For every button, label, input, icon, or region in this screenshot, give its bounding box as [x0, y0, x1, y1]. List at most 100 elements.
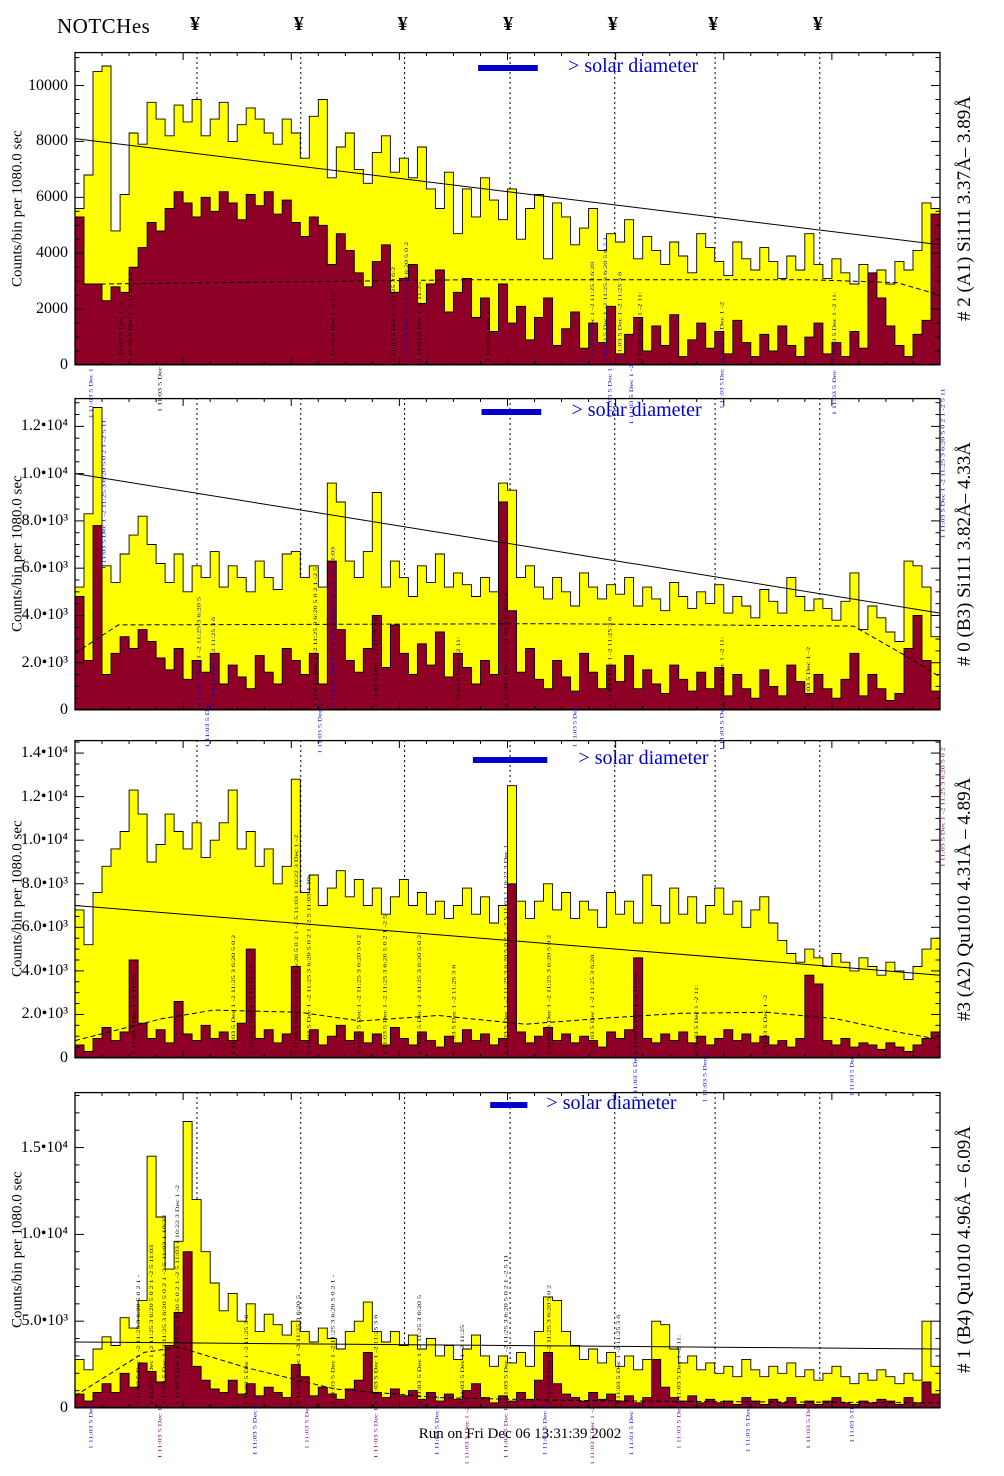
panel-A2-plot: 1 11:03 5 Dec 1 -2 11:25 1 11:03 5 Dec 1…	[74, 739, 946, 1103]
solar-diameter-legend-label: > solar diameter	[546, 1092, 677, 1114]
micro-annotation: 1 11:03 5 Dec 1 -2	[504, 1398, 510, 1458]
y-tick-label: 0	[60, 356, 68, 373]
micro-annotation: 1 11:03 5 Dec 1 -2 11:	[677, 1334, 683, 1405]
micro-annotation: 1 11:03 5 Dec 1 -2 11:25 3 6	[374, 617, 380, 707]
micro-annotation: 1 11:03 5 Dec 1 -2 11:25 3 6	[616, 1314, 622, 1404]
micro-annotation: 1 11:03 5 Dec 1 -2	[629, 364, 635, 424]
micro-annotation: 1 11:03 5 Dec 1 -2	[763, 994, 769, 1054]
micro-annotation: 1 11:03 5 Dec 1 -	[702, 1047, 708, 1102]
micro-annotation: 1 11:03 5 Dec	[720, 368, 726, 409]
micro-annotation: 1 11:03 5 Dec 1 -	[607, 363, 613, 418]
run-timestamp: Run on Fri Dec 06 13:31:39 2002	[418, 1426, 622, 1442]
solar-diameter-legend-label: > solar diameter	[571, 399, 702, 421]
y-tick-label: 1.2•10⁴	[20, 417, 68, 435]
micro-annotation: 1 11:03 5 Dec	[806, 1403, 812, 1449]
panel-channel-label: # 2 (A1) Si111 3.37Å– 3.89Å	[954, 96, 975, 322]
notch-yen-icon: ¥	[812, 13, 823, 35]
y-tick-label: 0	[60, 1399, 68, 1416]
y-tick-label: 6000	[36, 188, 68, 206]
micro-annotation: 1 11:03 5 Dec 1 -2 11:25 3 6	[607, 617, 613, 707]
micro-annotation: 1 11:03 5 Dec 1 -2 11:	[694, 984, 700, 1055]
micro-annotation: 1 11:03 5 Dec 1 -2 11:25 3 6	[248, 964, 254, 1054]
y-axis-title: Counts/bin per 1080.0 sec	[9, 1171, 26, 1329]
micro-annotation: 1 11:03 5 Dec 1 -2 11:	[638, 291, 644, 362]
micro-annotation: 1 11:03 5 Dec 1 -2 11:25 3 6:20 5	[296, 1294, 302, 1404]
notch-yen-icon: ¥	[397, 13, 408, 35]
y-tick-label: 2.0•10³	[21, 1005, 68, 1023]
panel-A1-plot: 1 11:03 5 Dec 1 -2 1 11:03 5 Dec 1 -2 11…	[74, 51, 941, 424]
micro-annotation: 1 11:03 5 Dec 1 -2 11:25 3 6:20 5 0 2 1 …	[382, 914, 388, 1054]
micro-annotation: 1 11:03 5 Dec	[832, 369, 838, 415]
y-tick-label: 0	[60, 701, 68, 718]
micro-annotation: 1 11:03 5 Dec 1 -2 11:25	[417, 282, 423, 362]
micro-annotation: 1 11:03 5 Dec 1 -	[746, 1397, 752, 1452]
micro-annotation: 1 11:03 5 Dec 1 -2 11:25 3 6	[211, 617, 217, 707]
micro-annotation: 1 11:03 5 Dec 1 -	[318, 698, 324, 753]
micro-annotation: 1 11:03 5 Dec 1 -2 11:25 3 6:20	[590, 262, 596, 362]
micro-annotation: 1 11:03 5 Dec 1 -2 11:25 3 6:20 5 0 2	[356, 934, 362, 1054]
micro-annotation: 1 11:03 5 Dec 1 -2 11:	[456, 636, 462, 707]
y-axis-title: Counts/bin per 1080.0 sec	[9, 475, 26, 633]
micro-annotation: 1 11:03 5 Dec 1 -2	[158, 1398, 164, 1458]
notch-yen-icon: ¥	[503, 13, 514, 35]
micro-annotation: 1 11:03 5 Dec 1 -2 11:	[720, 636, 726, 707]
micro-annotation: 1 11:03 5 Dec 1 -2	[119, 302, 125, 362]
micro-annotation: 1 11:03 5 Dec 1 -2 11:25 3 6:20 5 0 2 1 …	[504, 844, 510, 1054]
micro-annotation: 1 11:03 5 Dec 1 -2 11:25 3 6:20 5 0 2 1 …	[149, 1244, 155, 1404]
y-tick-label: 8.0•10³	[21, 511, 68, 529]
solar-diameter-legend-label: > solar diameter	[578, 747, 709, 769]
y-tick-label: 1.0•10⁴	[20, 1225, 68, 1243]
micro-annotation: 1 11:03 5 Dec 1 -2 11:25 3 6	[618, 272, 624, 362]
micro-annotation: 1 11:03 5 Dec 1 -2	[806, 647, 812, 707]
micro-annotation: 1 11:03 5 Dec 1 -2 11:25 3 6:20 5 0 2 1 …	[940, 388, 946, 538]
micro-annotation: 1 11:03 5 Dec 1 -	[305, 1394, 311, 1449]
micro-annotation: 1 11:03 5 D	[850, 1408, 856, 1443]
micro-annotation: 1 11:03 5 Dec 1 -2 11:25 3 6:2	[391, 267, 397, 362]
panel-channel-label: # 0 (B3) Si111 3.82Å– 4.33Å	[954, 442, 975, 666]
micro-annotation: 1 11:03 5 Dec 1 -2 11:	[331, 291, 337, 362]
micro-annotation: 1 11:03 5 Dec 1	[88, 1399, 94, 1449]
micro-annotation: 1 11:03 5 Dec 1 -2	[253, 1395, 259, 1455]
y-tick-label: 2.0•10³	[21, 653, 68, 671]
micro-annotation: 1 11:03 5 Dec 1	[88, 368, 94, 418]
solar-diameter-legend-bar	[481, 409, 542, 415]
y-tick-label: 4.0•10³	[21, 961, 68, 979]
notch-yen-icon: ¥	[293, 13, 304, 35]
micro-annotation: 1 11:03 5 Dec 1 -2 11:25 3 6:20 5 0 2	[417, 934, 423, 1054]
micro-annotation: 1 11:03 5 Dec 1 -2 11:25	[460, 1324, 466, 1404]
panel-B3-plot: 1 11:03 5 Dec 1 -2 11:25 3 6:20 5 0 2 1 …	[74, 388, 946, 754]
solar-diameter-legend-bar	[478, 65, 538, 71]
micro-annotation: 1 11:03 5 Dec	[720, 705, 726, 751]
micro-annotation: 1 11:03 5 Dec 1 -2	[486, 302, 492, 362]
notch-yen-icon: ¥	[189, 13, 200, 35]
micro-annotation: 1 11:03 5 Dec 1 -2 11:25 3 6:20 5 0 2	[547, 1284, 553, 1404]
micro-annotation: 1 11:03 5 Dec 1 -2 11:25 3 6:20 5	[417, 1294, 423, 1404]
micro-annotation: 1 11:03 5 Dec 1 -2 11:25 3 6:20 5 0 2 1	[603, 237, 609, 362]
y-tick-label: 4.0•10³	[21, 606, 68, 624]
micro-annotation: 1 11:03 5 Dec 1 -2 11:25 3 6	[452, 964, 458, 1054]
micro-annotation: 1 11:03 5 Dec	[573, 707, 579, 748]
micro-annotation: 1 11:03 5 Dec 1 -2 11:25 3 6:20 5 0 2	[940, 747, 946, 867]
micro-annotation: 1 11:03 5 Dec 1 -2	[720, 302, 726, 362]
panel-B4-plot: 1 11:03 5 Dec 1 -2 11:25 3 6:20 5 0 2 1 …	[74, 1091, 941, 1465]
micro-annotation: 1 11:03 5 Dec 1 -	[542, 1400, 548, 1455]
micro-annotation: 1 11:03 5 Dec 1 -2 11:25 3 6:	[128, 269, 134, 362]
notch-yen-icon: ¥	[708, 13, 719, 35]
micro-annotation: 1 11:03 5 Dec 1 -2 11:25 3 6:20 5	[196, 597, 202, 707]
micro-annotation: 1 11:03 5 Dec	[633, 1054, 639, 1100]
micro-annotation: 1 11:03 5 Dec 1 -2 11:25 3 6:20	[590, 954, 596, 1054]
notches-title: NOTCHes	[57, 14, 151, 38]
micro-annotation: 1 11:03 5 Dec 1 -2	[434, 1395, 440, 1455]
micro-annotation: 1 11:03 5 Dec 1 -2 11:25 3 6:20 5 0 2 1 …	[306, 874, 312, 1055]
micro-annotation: 1 11:03 5 Dec 1 -2 11:25 3 6:20 5 0 2	[504, 587, 510, 707]
micro-annotation: 1 11:03 5 Dec 1 -2 11:25 3 6:20 5 0 2 1 …	[313, 567, 319, 707]
solar-diameter-legend-label: > solar diameter	[568, 55, 699, 77]
micro-annotation: 1 11:03 5 Dec 1 -2 11:25 3 6	[374, 1314, 380, 1404]
micro-annotation: 1 11:03 5 Dec 1 -2 11:25 3 6:20 5 0 2	[547, 934, 553, 1054]
panel-channel-label: # 1 (B4) Qu1010 4.96Å – 6.09Å	[954, 1126, 975, 1374]
y-tick-label: 8000	[36, 132, 68, 150]
y-axis-title: Counts/bin per 1080.0 sec	[9, 130, 26, 287]
micro-annotation: 1 11:03 5 Dec 1 -2 11:25 3 6:20 5 0 2 1 …	[294, 834, 300, 1054]
y-tick-label: 6.0•10³	[21, 918, 68, 936]
micro-annotation: 1 11:03 5 Dec 1 -	[629, 1400, 635, 1455]
